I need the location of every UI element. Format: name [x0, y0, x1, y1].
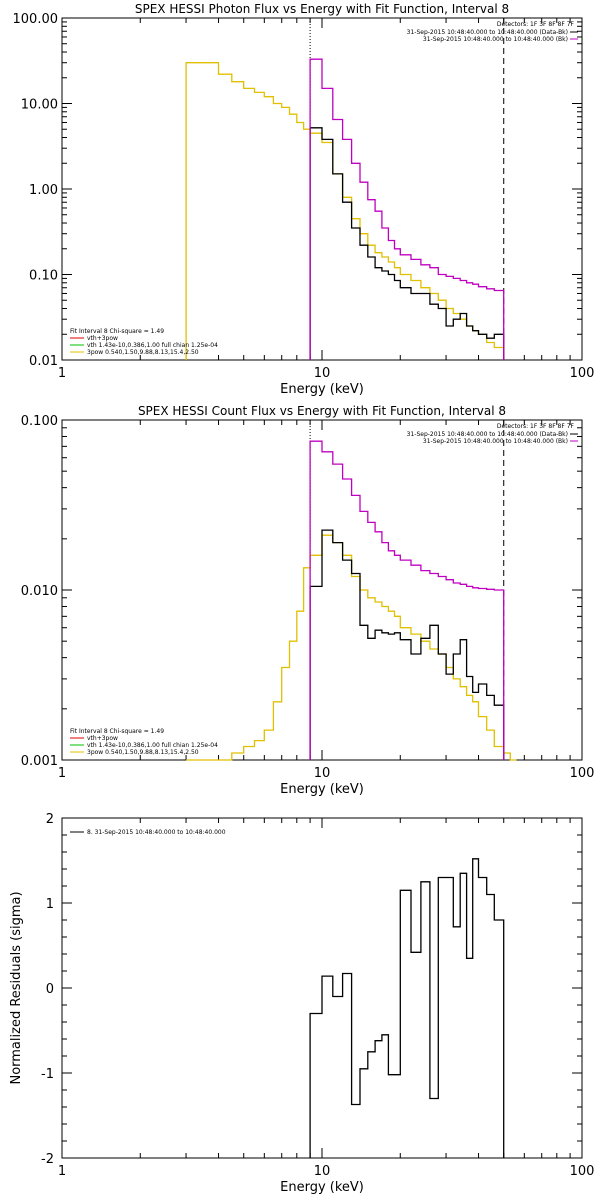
chart1-y-tick-label: 0.10: [29, 269, 58, 284]
chart1-y-tick-label: 1.00: [29, 183, 58, 198]
chart2-series-3-line: [309, 440, 505, 760]
chart3-x-tick-label: 1: [58, 1164, 66, 1179]
chart2-y-tick-label: 0.010: [21, 584, 58, 599]
chart3-y-tick-label: -2: [41, 1152, 54, 1167]
chart2-y-tick-label: 0.001: [21, 754, 58, 769]
chart1-legend-left-text: 3pow 0.540,1.50,9.88,8.13,15.4,2.50: [87, 349, 199, 356]
chart1-x-tick-label: 1: [58, 366, 66, 381]
chart1-series-1-line: [185, 62, 505, 360]
chart1-legend-right-text: 31-Sep-2015 10:48:40.000 to 10:48:40.000…: [407, 29, 568, 36]
chart1-y-tick-label: 100.00: [13, 12, 59, 27]
chart2-legend-right-text: 31-Sep-2015 10:48:40.000 to 10:48:40.000…: [407, 431, 568, 438]
chart1-y-tick-label: 0.01: [29, 354, 58, 369]
chart2-detectors-label: Detectors: 1F 3F 8F 8F 7F: [497, 423, 575, 430]
chart1-title: SPEX HESSI Photon Flux vs Energy with Fi…: [135, 2, 509, 16]
chart3-y-label: Normalized Residuals (sigma): [9, 891, 24, 1084]
chart3-x-tick-label: 100: [570, 1164, 595, 1179]
chart3-y-tick-label: 0: [46, 982, 54, 997]
chart3-x-tick-label: 10: [314, 1164, 331, 1179]
chart3-y-tick-label: 2: [46, 812, 54, 827]
chart3-series-1-line: [309, 858, 505, 1158]
chart1-detectors-label: Detectors: 1F 3F 8F 8F 7F: [497, 21, 575, 28]
chart1-x-tick-label: 10: [314, 366, 331, 381]
chart1-series-2-line: [309, 127, 505, 360]
chart1-legend-left-text: vth 1.43e-10,0.386,1.00 full chian 1.25e…: [87, 342, 218, 349]
chart1-x-label: Energy (keV): [280, 382, 364, 397]
chart2-series-1-line: [186, 534, 517, 761]
chart2-x-tick-label: 10: [314, 766, 331, 781]
chart2-x-tick-label: 100: [570, 766, 595, 781]
chart2-legend-left-text: vth+3pow: [87, 735, 118, 742]
chart1-x-tick-label: 100: [570, 366, 595, 381]
chart2-x-tick-label: 1: [58, 766, 66, 781]
chart2-title: SPEX HESSI Count Flux vs Energy with Fit…: [138, 404, 506, 418]
chart2-series-2-line: [309, 529, 505, 760]
chart1-legend-left-text: vth+3pow: [87, 335, 118, 342]
chart3-y-tick-label: -1: [41, 1067, 54, 1082]
chart2-legend-left-text: Fit Interval 8 Chi-square = 1.49: [70, 728, 164, 735]
chart3-y-tick-label: 1: [46, 897, 54, 912]
chart1-series-3-line: [309, 58, 505, 360]
chart3-legend-left-text: 8. 31-Sep-2015 10:48:40.000 to 10:48:40.…: [87, 829, 226, 836]
chart2-x-label: Energy (keV): [280, 782, 364, 797]
chart2-legend-left-text: 3pow 0.540,1.50,9.88,8.13,15.4,2.50: [87, 749, 199, 756]
chart2-y-tick-label: 0.100: [21, 414, 58, 429]
chart1-legend-right-text: 31-Sep-2015 10:48:40.000 to 10:48:40.000…: [423, 36, 568, 43]
chart1-y-tick-label: 10.00: [21, 98, 58, 113]
chart2-legend-left-text: vth 1.43e-10,0.386,1.00 full chian 1.25e…: [87, 742, 218, 749]
chart2-legend-right-text: 31-Sep-2015 10:48:40.000 to 10:48:40.000…: [423, 438, 568, 445]
chart1-legend-left-text: Fit Interval 8 Chi-square = 1.49: [70, 328, 164, 335]
chart3-x-label: Energy (keV): [280, 1180, 364, 1195]
